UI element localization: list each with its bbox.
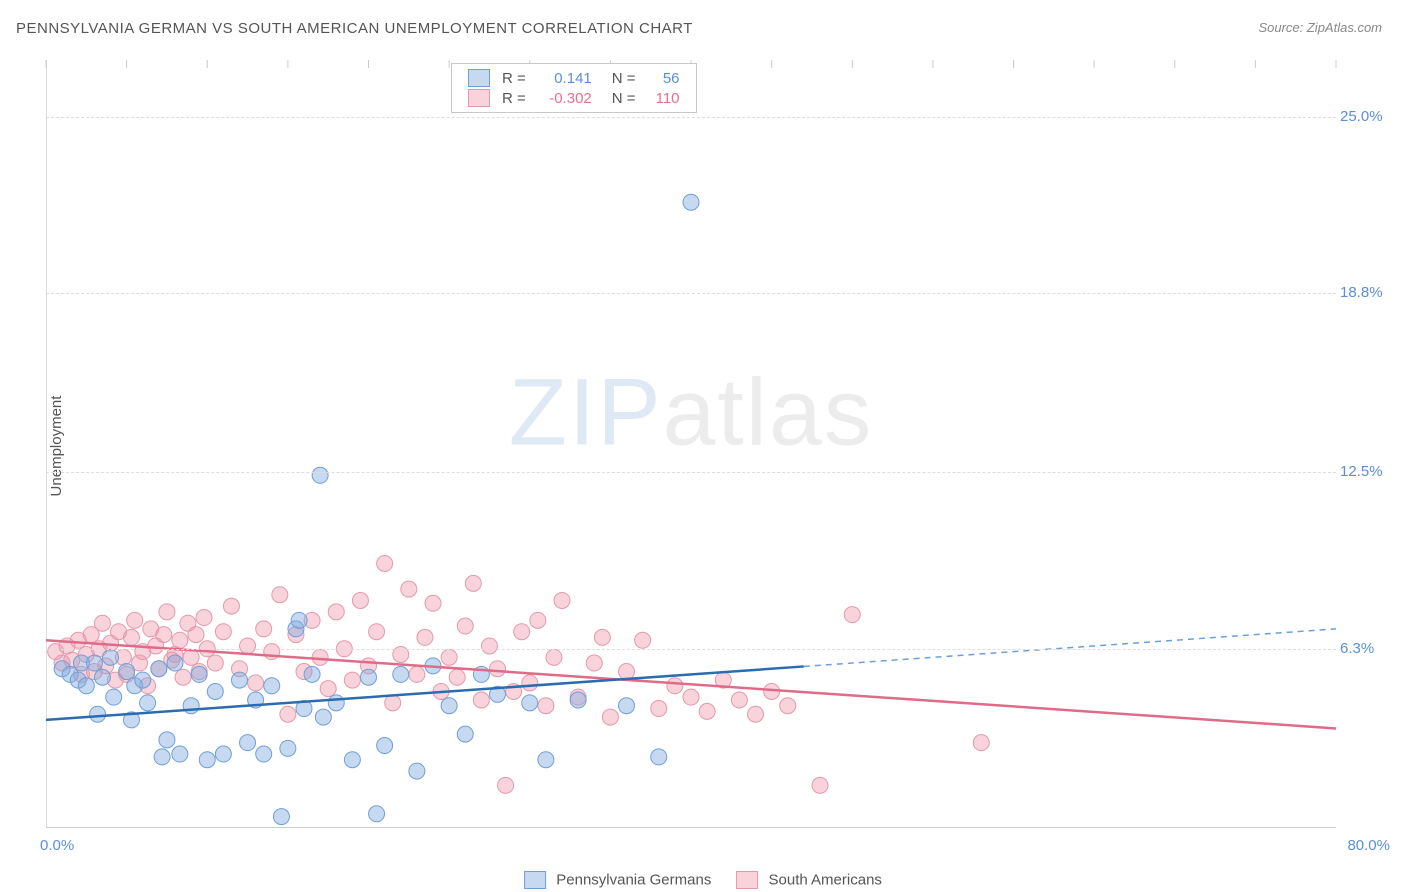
n-value-1: 56: [642, 68, 686, 88]
swatch-series1-bottom: [524, 871, 546, 889]
n-label-1: N =: [598, 68, 642, 88]
gridline: [46, 649, 1336, 650]
swatch-series1: [468, 69, 490, 87]
n-value-2: 110: [642, 88, 686, 108]
legend-row-series1: R = 0.141 N = 56: [462, 68, 686, 88]
x-tick-label: 80.0%: [1347, 837, 1390, 854]
legend-row-series2: R = -0.302 N = 110: [462, 88, 686, 108]
stats-legend-box: R = 0.141 N = 56 R = -0.302 N = 110: [451, 63, 697, 113]
r-value-2: -0.302: [532, 88, 598, 108]
gridline: [46, 117, 1336, 118]
y-tick-label: 18.8%: [1340, 284, 1396, 301]
y-tick-label: 12.5%: [1340, 463, 1396, 480]
trend-lines: [46, 60, 1336, 828]
source-attribution: Source: ZipAtlas.com: [1258, 20, 1382, 35]
bottom-legend: Pennsylvania Germans South Americans: [524, 871, 882, 889]
r-label-1: R =: [496, 68, 532, 88]
gridline: [46, 472, 1336, 473]
legend-label-2: South Americans: [769, 872, 882, 889]
r-value-1: 0.141: [532, 68, 598, 88]
y-tick-label: 25.0%: [1340, 108, 1396, 125]
chart-title: PENNSYLVANIA GERMAN VS SOUTH AMERICAN UN…: [16, 20, 693, 37]
swatch-series2: [468, 89, 490, 107]
y-tick-label: 6.3%: [1340, 640, 1396, 657]
r-label-2: R =: [496, 88, 532, 108]
legend-label-1: Pennsylvania Germans: [556, 872, 711, 889]
plot-area: ZIPatlas R = 0.141 N = 56 R = -0.302 N =: [46, 60, 1336, 828]
n-label-2: N =: [598, 88, 642, 108]
swatch-series2-bottom: [736, 871, 758, 889]
chart-container: PENNSYLVANIA GERMAN VS SOUTH AMERICAN UN…: [0, 0, 1406, 892]
x-tick-label: 0.0%: [40, 837, 74, 854]
gridline: [46, 293, 1336, 294]
